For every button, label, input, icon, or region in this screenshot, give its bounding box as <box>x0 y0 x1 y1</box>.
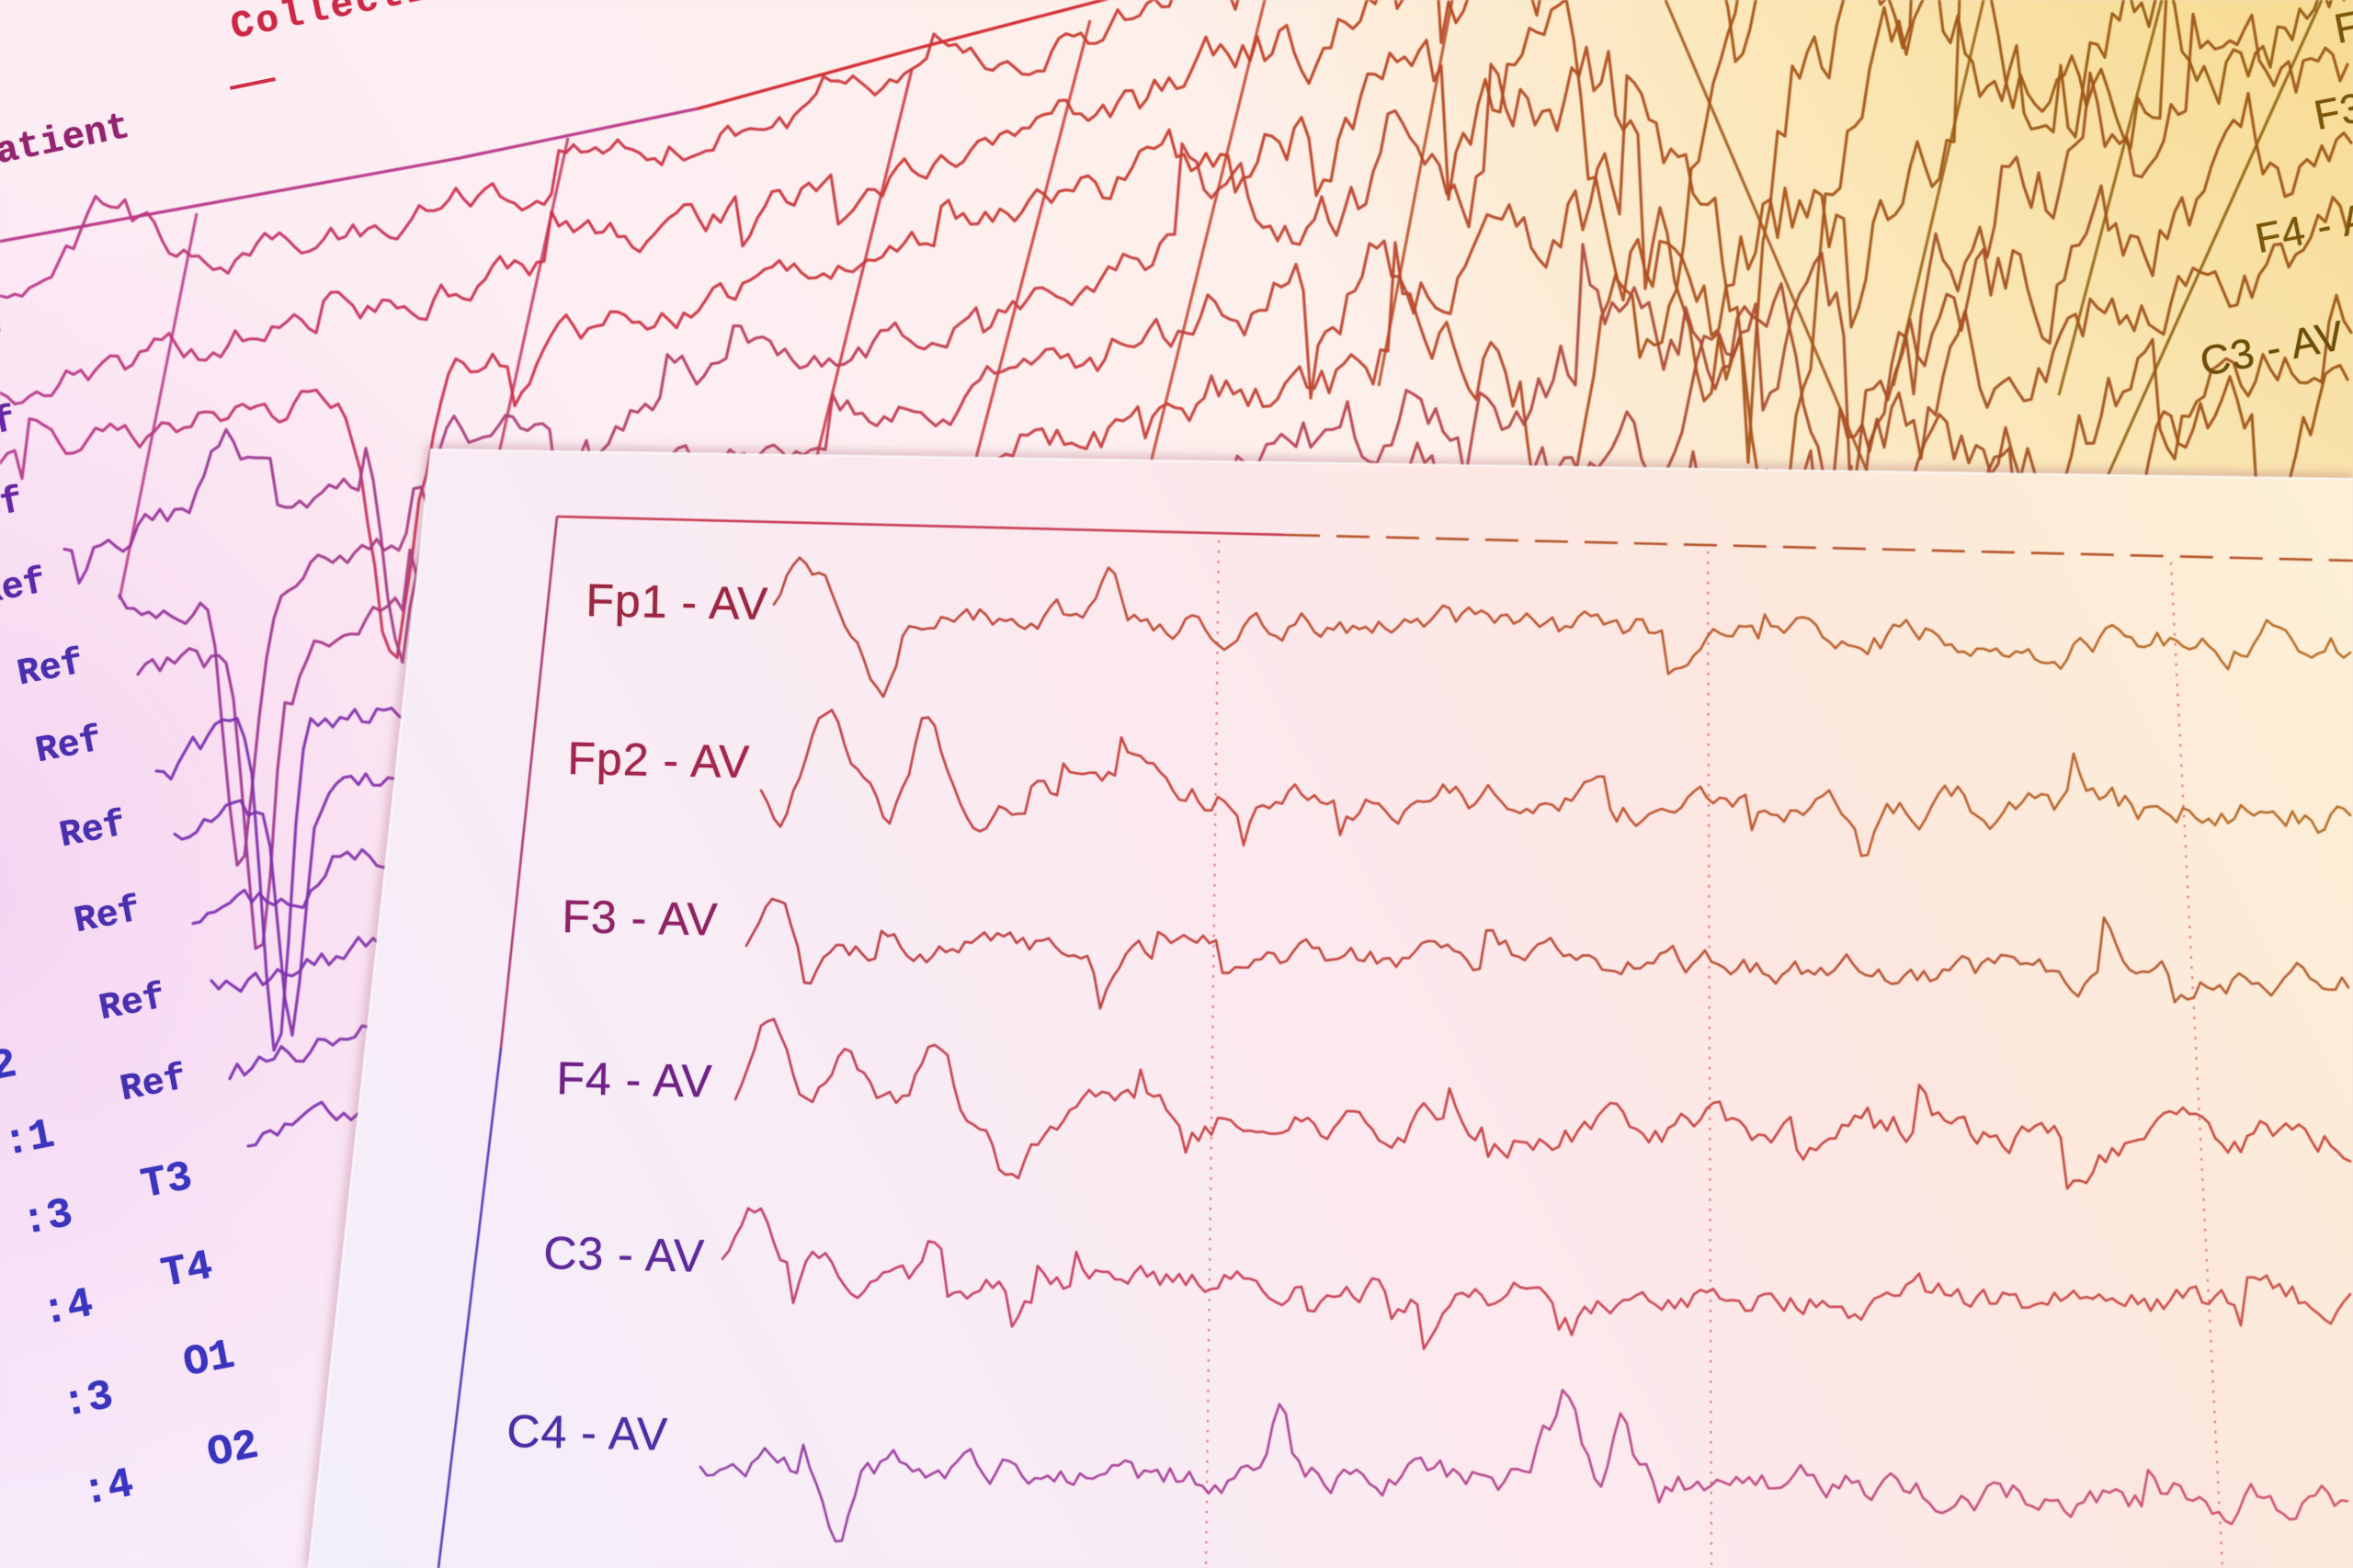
bg-gridline-3 <box>811 69 914 475</box>
channel-label-t4: T4 <box>157 1242 217 1300</box>
channel-label-f3-av: F3 - AV <box>561 891 720 946</box>
channel-label-f4-av: F4 - A <box>2251 194 2353 263</box>
ref-label: Ref <box>56 804 130 858</box>
bg-eeg-trace-row-4 <box>63 0 1913 665</box>
bg-gridline-7 <box>1664 0 1871 478</box>
bg-eeg-trace-row-3 <box>0 0 1739 659</box>
ref-label: Ref <box>117 1058 190 1112</box>
fg-eeg-trace-f4-av <box>733 1017 2352 1190</box>
fg-sheet-edge-highlight <box>307 448 2353 1568</box>
bg-eeg-trace-row-1 <box>0 0 1757 300</box>
bg-header-rule-2 <box>697 0 1109 110</box>
ref-label: Ref <box>32 720 106 774</box>
channel-label-fp2-av: Fp2 - AV <box>566 733 751 789</box>
ref-label: Ref <box>0 400 19 454</box>
channel-label-o2: O2 <box>203 1421 263 1479</box>
channel-label-fp1-av: Fp1 - AV <box>585 574 769 631</box>
channel-label-c3-av: C3 - AV <box>2196 311 2348 386</box>
channel-label-partial: 2 <box>0 1040 21 1093</box>
ref-label: Ref <box>0 562 50 616</box>
bg-gridline-10 <box>2080 0 2324 534</box>
ref-label: Ref <box>96 977 169 1031</box>
channel-label-partial: F <box>2330 1 2353 53</box>
fg-border-4 <box>437 1047 503 1568</box>
channel-label-partial: :1 <box>0 1110 59 1168</box>
fg-eeg-trace-fp1-av <box>772 556 2352 699</box>
channel-label-partial: :3 <box>58 1371 118 1429</box>
ref-label: Ref <box>0 317 8 371</box>
fg-eeg-trace-c3-av <box>721 1207 2352 1350</box>
ref-label: Ref <box>0 481 27 535</box>
bg-gridline-9 <box>2057 0 2164 396</box>
fg-border-1 <box>556 515 1288 537</box>
foreground-sheet-paper <box>309 449 2353 1568</box>
ref-label: Ref <box>14 642 87 697</box>
collection-underline <box>230 77 276 90</box>
fg-eeg-trace-f3-av <box>745 897 2350 1010</box>
channel-label-f3: F3 <box>2310 83 2353 140</box>
channel-label-partial: :4 <box>38 1279 97 1337</box>
fg-border-3 <box>499 516 559 1049</box>
collection-text: Collection <box>227 0 485 51</box>
fg-eeg-trace-fp2-av <box>759 709 2352 858</box>
bg-eeg-trace-row-2 <box>0 0 1541 406</box>
bg-gridline-5 <box>1145 0 1267 479</box>
bg-gridline-4 <box>973 19 1092 462</box>
channel-label-c4-av: C4 - AV <box>506 1405 669 1460</box>
channel-label-partial: :4 <box>78 1460 138 1517</box>
patient-text: atient <box>0 106 134 176</box>
ref-label: Ref <box>71 890 144 944</box>
bg-header-rule-1 <box>0 107 700 244</box>
channel-label-t3: T3 <box>137 1153 197 1210</box>
channel-label-partial: :3 <box>17 1189 77 1247</box>
bg-gridline-1 <box>118 212 199 600</box>
channel-label-c3-av: C3 - AV <box>542 1227 706 1282</box>
fg-border-2 <box>1286 533 2353 562</box>
channel-label-o1: O1 <box>179 1331 239 1389</box>
channel-label-f4-av: F4 - AV <box>555 1052 714 1108</box>
fg-eeg-trace-c4-av <box>699 1389 2349 1543</box>
